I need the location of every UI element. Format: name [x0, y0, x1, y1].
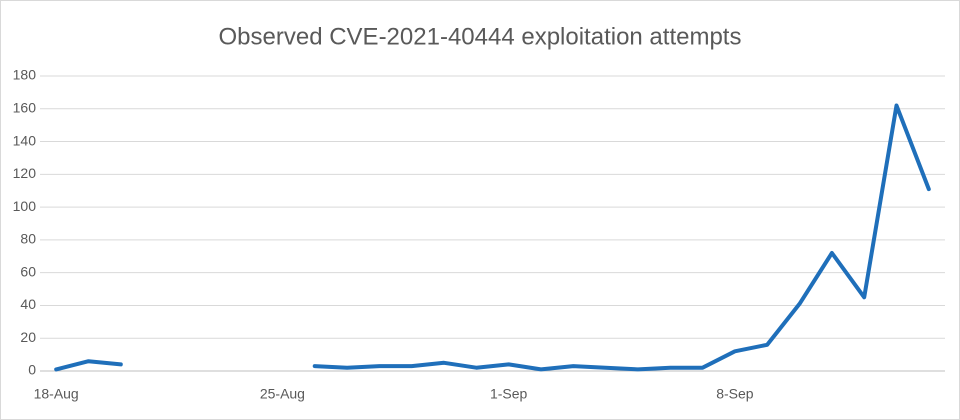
y-tick-label: 80 [20, 231, 36, 247]
y-tick-label: 0 [28, 362, 36, 378]
x-tick-label: 1-Sep [490, 386, 528, 402]
x-tick-label: 18-Aug [34, 386, 79, 402]
y-tick-label: 180 [13, 67, 37, 83]
y-tick-label: 60 [20, 263, 36, 279]
y-tick-label: 20 [20, 329, 36, 345]
y-tick-label: 100 [13, 198, 37, 214]
y-tick-label: 140 [13, 132, 37, 148]
x-tick-label: 25-Aug [260, 386, 305, 402]
line-series [54, 103, 931, 372]
y-tick-label: 160 [13, 99, 37, 115]
chart-title: Observed CVE-2021-40444 exploitation att… [219, 23, 742, 50]
y-tick-label: 120 [13, 165, 37, 181]
x-tick-label: 8-Sep [716, 386, 754, 402]
y-tick-label: 40 [20, 296, 36, 312]
